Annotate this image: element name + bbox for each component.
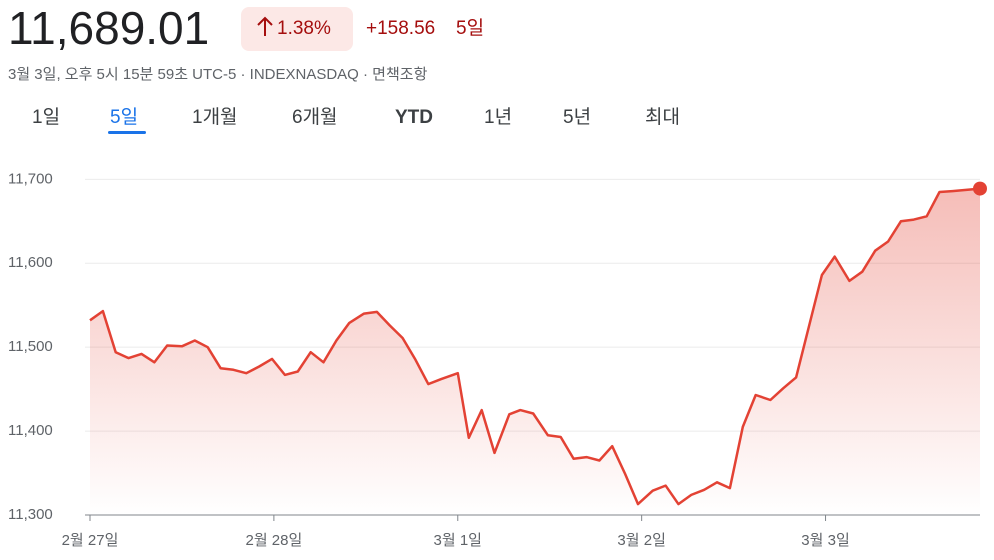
price-line <box>89 187 981 506</box>
x-tick-label: 3월 2일 <box>617 532 665 549</box>
y-tick-label: 11,700 <box>8 170 53 187</box>
y-tick-label: 11,400 <box>8 422 53 439</box>
x-tick-label: 3월 1일 <box>434 532 482 549</box>
range-tab[interactable]: 6개월 <box>292 106 338 128</box>
price: 11,689.01 <box>8 2 209 54</box>
subtitle: 3월 3일, 오후 5시 15분 59초 UTC-5 · INDEXNASDAQ… <box>8 66 428 83</box>
period-label: 5일 <box>456 17 484 39</box>
price-chart: 11,300 11,400 11,500 11,600 11,700 2월 27일 2월 2… <box>8 170 987 549</box>
y-tick-label: 11,600 <box>8 254 53 271</box>
range-tab-selected[interactable]: 5일 <box>110 106 138 128</box>
area <box>90 188 980 515</box>
x-tick-label: 2월 28일 <box>245 532 302 549</box>
y-tick-label: 11,300 <box>8 506 53 523</box>
x-tick-label: 2월 27일 <box>62 532 119 549</box>
range-tab[interactable]: 1일 <box>32 106 60 128</box>
range-tabs: 1일 5일 1개월 6개월 YTD 1년 5년 최대 <box>32 106 680 134</box>
change-value: +158.56 <box>366 18 435 39</box>
range-tab[interactable]: YTD <box>395 107 433 128</box>
range-tab[interactable]: 1년 <box>484 106 512 128</box>
y-tick-label: 11,500 <box>8 338 53 355</box>
range-tab[interactable]: 5년 <box>563 106 591 128</box>
last-point <box>973 181 987 196</box>
range-tab[interactable]: 1개월 <box>192 106 238 128</box>
x-tick-label: 3월 3일 <box>801 532 849 549</box>
range-tab[interactable]: 최대 <box>645 106 680 128</box>
up-arrow-icon <box>257 16 273 36</box>
change-badge <box>241 7 353 51</box>
tab-underline <box>108 131 146 134</box>
change-percent: 1.38% <box>277 18 331 39</box>
